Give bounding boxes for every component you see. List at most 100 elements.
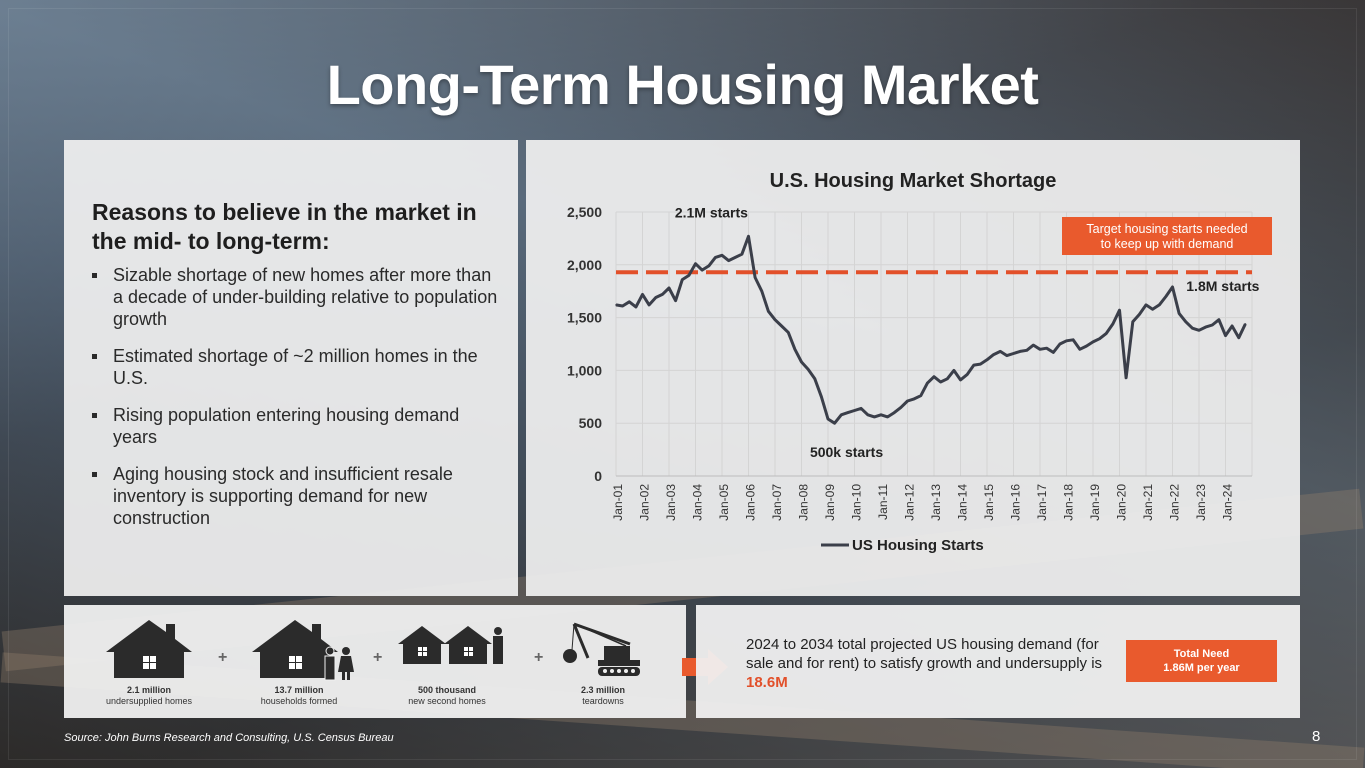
data-point (1211, 324, 1214, 326)
data-point (1138, 313, 1141, 316)
reason-text: Rising population entering housing deman… (113, 405, 460, 447)
reason-text: Estimated shortage of ~2 million homes i… (113, 346, 478, 388)
data-point (1231, 325, 1233, 327)
data-point (1072, 339, 1074, 341)
data-point (1092, 341, 1094, 343)
data-point (1238, 336, 1240, 339)
data-point (701, 269, 703, 271)
data-point (734, 256, 737, 259)
x-tick-label: Jan-10 (850, 484, 864, 521)
x-tick-label: Jan-06 (744, 484, 758, 521)
component-value: 2.1 million (126, 685, 171, 695)
data-point (1032, 344, 1035, 346)
data-point (999, 350, 1002, 353)
data-point (688, 274, 690, 277)
data-point (767, 310, 770, 313)
data-point (814, 378, 816, 380)
demand-text: 2024 to 2034 total projected US housing … (746, 636, 1103, 672)
data-point (754, 276, 756, 279)
y-tick-label: 1,500 (567, 310, 602, 326)
data-point (694, 262, 697, 265)
data-point (1165, 295, 1167, 298)
x-tick-label: Jan-22 (1168, 484, 1182, 521)
data-point (939, 381, 942, 383)
component-value: 13.7 million (274, 685, 324, 695)
x-tick-label: Jan-01 (611, 484, 625, 521)
data-point (787, 331, 790, 334)
x-tick-label: Jan-05 (717, 484, 731, 521)
data-point (913, 398, 915, 400)
data-point (820, 396, 823, 398)
reason-text: Aging housing stock and insufficient res… (113, 464, 453, 528)
data-point (926, 382, 929, 384)
data-point (807, 368, 809, 371)
data-point (1026, 349, 1028, 352)
chart-panel (526, 140, 1300, 596)
reason-text: Sizable shortage of new homes after more… (113, 265, 498, 329)
data-point (1132, 321, 1134, 323)
x-tick-label: Jan-08 (797, 484, 811, 521)
data-point (1118, 309, 1121, 311)
data-point (1125, 377, 1127, 379)
data-point (1006, 354, 1008, 357)
component-label: 500 thousand new second homes (392, 685, 502, 707)
data-point (1178, 312, 1180, 315)
data-point (1204, 326, 1207, 328)
trough-annotation: 500k starts (810, 444, 883, 460)
data-point (1171, 286, 1174, 288)
data-point (721, 254, 723, 257)
chart-gridlines (615, 211, 1253, 477)
reason-item: Aging housing stock and insufficient res… (92, 463, 502, 529)
data-point (741, 253, 743, 255)
plus-sign: + (218, 649, 228, 666)
component-value: 2.3 million (580, 685, 625, 695)
data-point (1158, 304, 1161, 306)
data-point (953, 369, 955, 372)
component-label: 2.3 million teardowns (548, 685, 658, 707)
data-point (886, 416, 889, 418)
reason-item: Sizable shortage of new homes after more… (92, 264, 502, 330)
reasons-list: Sizable shortage of new homes after more… (92, 264, 502, 544)
data-point (1185, 321, 1187, 323)
house-family-icon (252, 620, 354, 681)
house-icon (106, 620, 192, 678)
x-tick-label: Jan-14 (956, 484, 970, 521)
data-point (1085, 345, 1088, 347)
x-tick-label: Jan-12 (903, 484, 917, 521)
x-tick-label: Jan-03 (664, 484, 678, 521)
data-point (933, 375, 935, 378)
x-tick-label: Jan-09 (823, 484, 837, 521)
data-point (853, 409, 856, 412)
y-tick-label: 0 (594, 468, 602, 484)
data-point (1012, 352, 1015, 355)
bullet-marker (92, 354, 97, 359)
data-point (635, 306, 637, 308)
reason-item: Rising population entering housing deman… (92, 404, 502, 448)
data-point (681, 278, 684, 281)
y-tick-label: 2,500 (567, 204, 602, 220)
x-tick-label: Jan-02 (638, 484, 652, 521)
x-tick-label: Jan-18 (1062, 484, 1076, 521)
data-point (761, 290, 763, 292)
x-tick-label: Jan-17 (1035, 484, 1049, 521)
data-point (959, 379, 962, 381)
x-tick-label: Jan-20 (1115, 484, 1129, 521)
slide-frame (8, 8, 1357, 760)
data-point (1224, 334, 1227, 337)
total-need-title: Total Need (1173, 648, 1230, 660)
data-point (1039, 348, 1041, 351)
total-need-value: 1.86M per year (1163, 662, 1240, 674)
data-point (1079, 348, 1081, 351)
reasons-panel: Reasons to believe in the market in the … (64, 140, 518, 596)
x-tick-label: Jan-13 (929, 484, 943, 521)
page-number: 8 (1312, 728, 1321, 745)
data-point (615, 304, 617, 306)
data-point (1098, 337, 1101, 340)
annotation-layer: U.S. Housing Market Shortage 2.1M starts 5… (675, 170, 1272, 554)
demand-highlight: 18.6M (746, 674, 788, 691)
component-desc: teardowns (582, 696, 624, 706)
data-point (847, 411, 849, 414)
data-point (1191, 327, 1194, 329)
data-point (708, 265, 710, 267)
data-point (1019, 350, 1021, 353)
